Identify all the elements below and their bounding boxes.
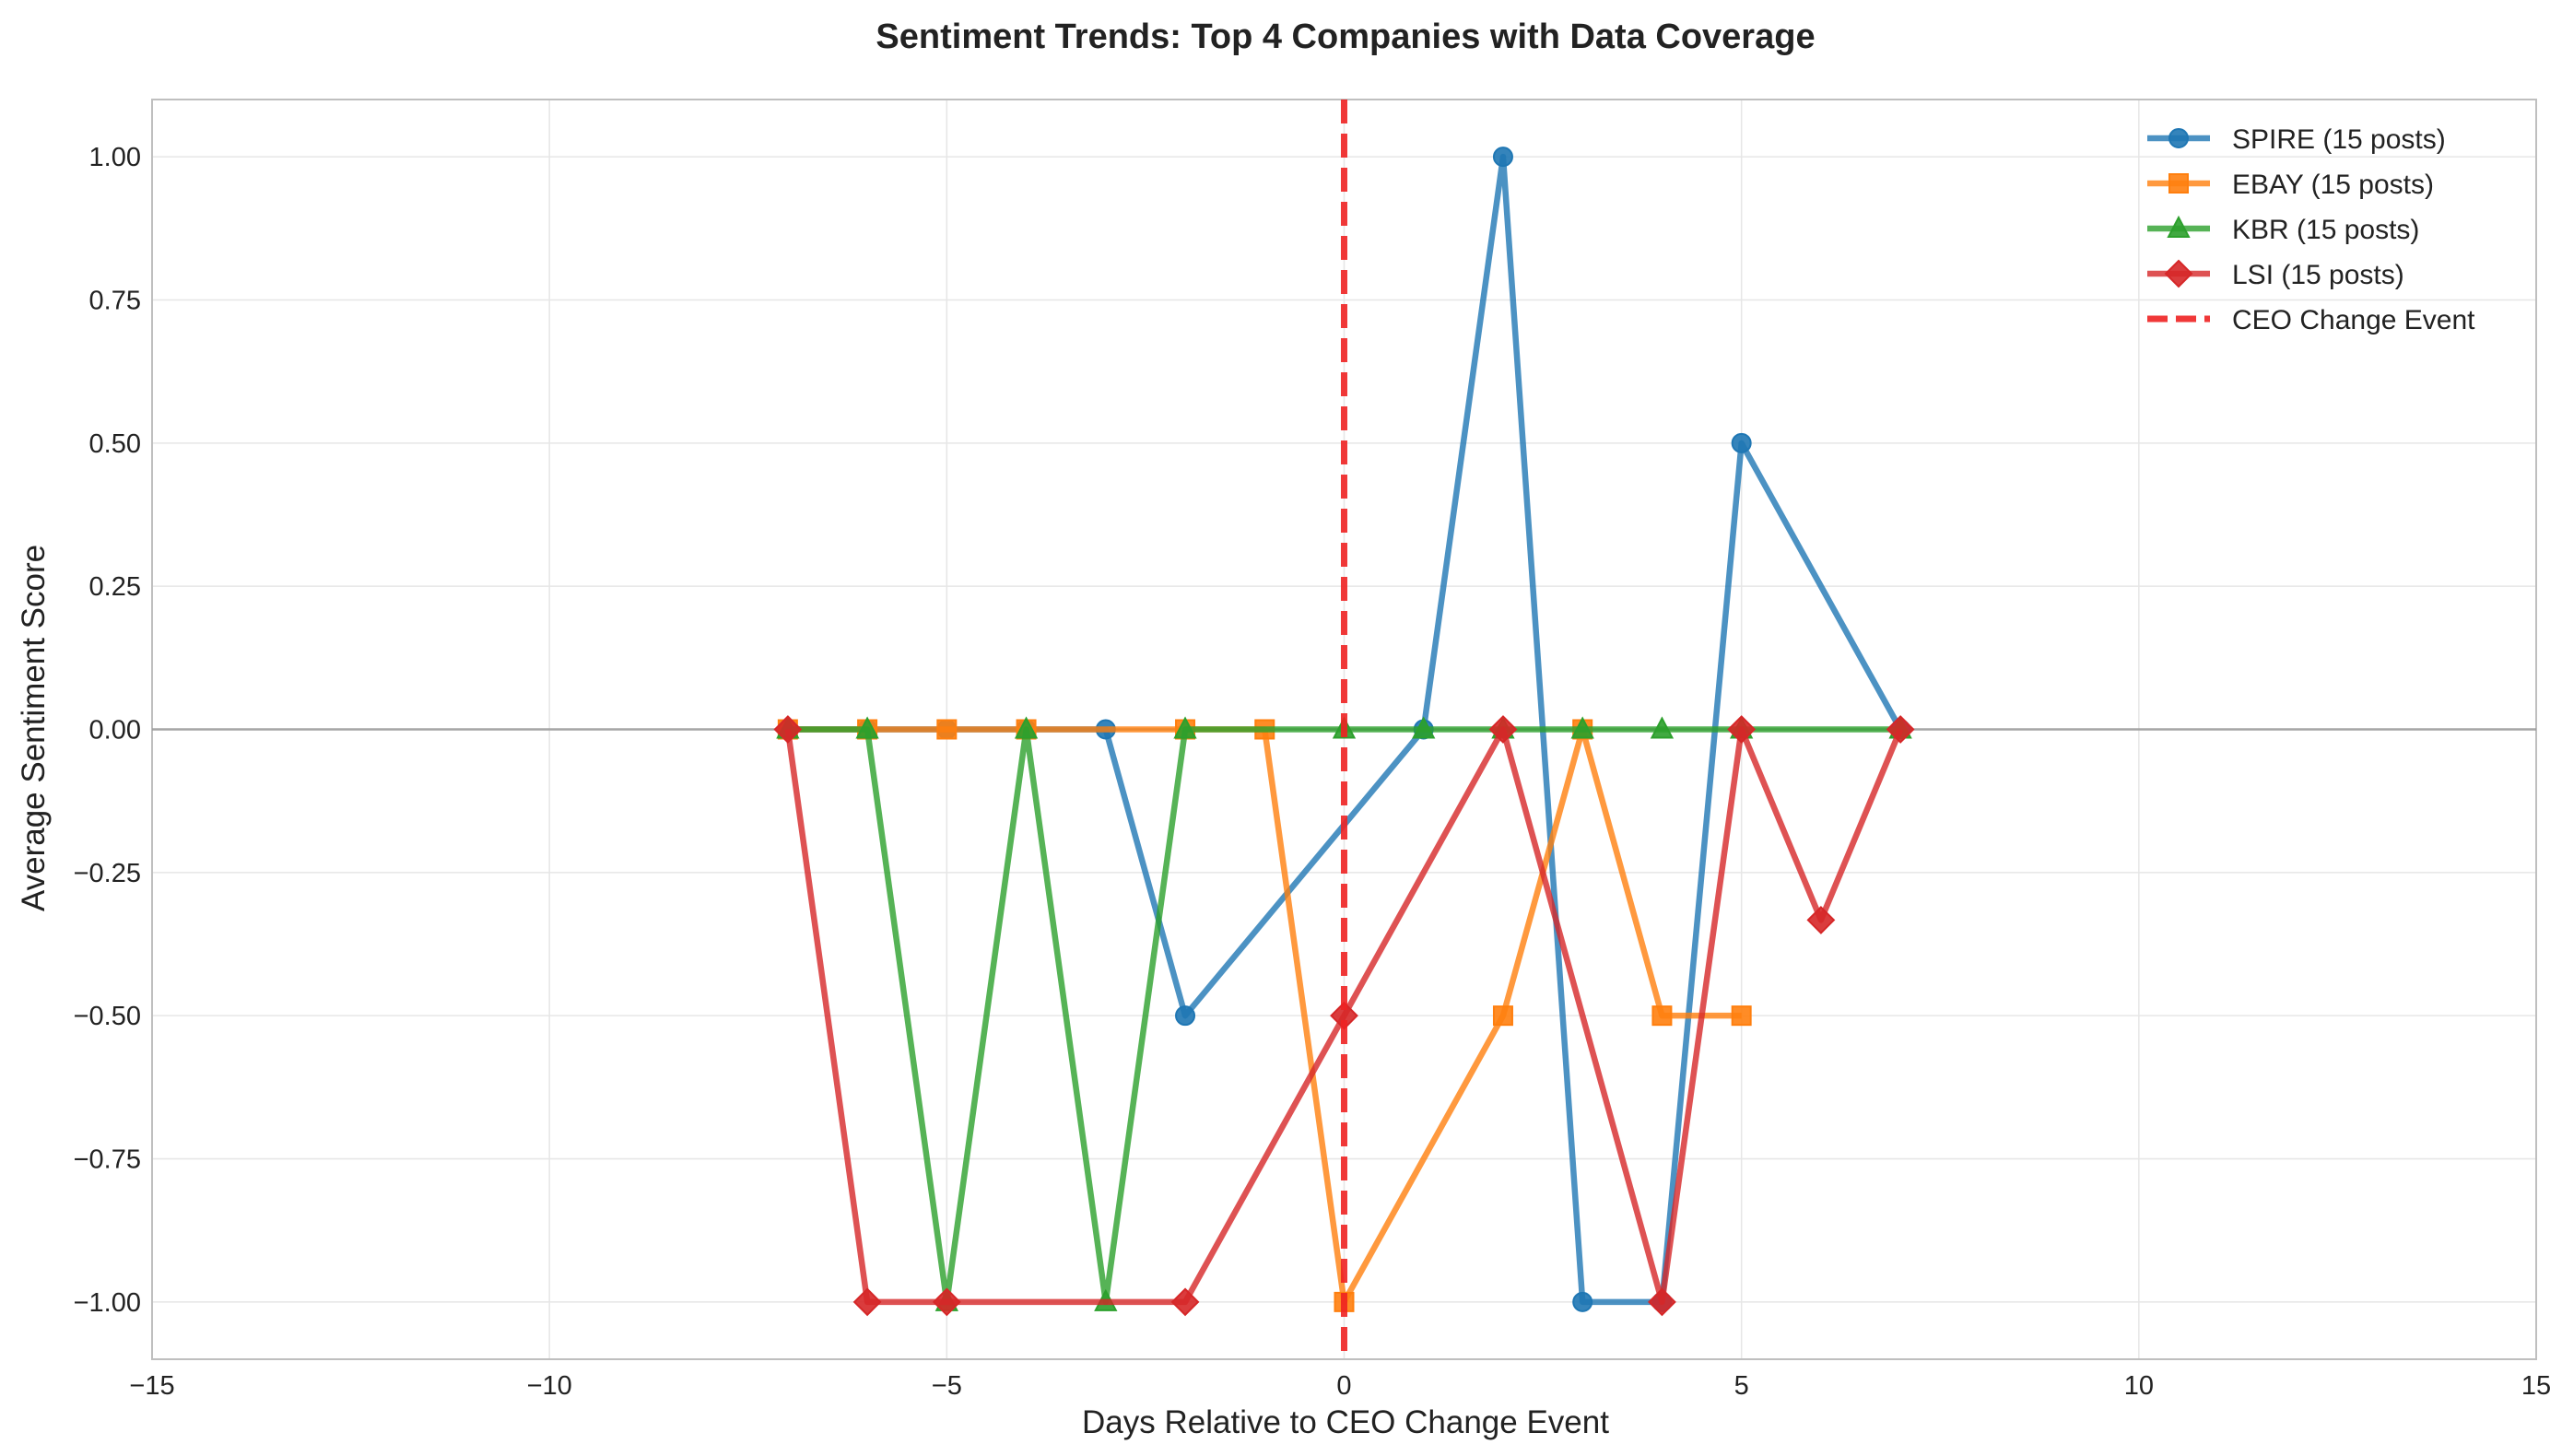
data-point	[1488, 715, 1518, 744]
data-point	[1170, 1287, 1200, 1317]
data-point	[932, 1287, 961, 1317]
y-tick-label: 1.00	[89, 143, 141, 172]
legend-marker	[2168, 128, 2189, 148]
x-tick-label: −15	[129, 1371, 174, 1401]
data-point	[1731, 432, 1752, 453]
legend-marker	[2168, 173, 2189, 194]
data-point	[1412, 716, 1436, 739]
y-tick-label: 0.25	[89, 572, 141, 602]
x-tick-label: 15	[2521, 1371, 2551, 1401]
y-tick-label: −0.50	[74, 1002, 141, 1031]
legend-label: KBR (15 posts)	[2232, 215, 2419, 245]
data-point	[1570, 716, 1594, 739]
data-point	[1648, 1287, 1676, 1317]
x-tick-label: −10	[527, 1371, 572, 1401]
data-point	[1173, 716, 1197, 739]
y-tick-label: 0.50	[89, 429, 141, 459]
legend-marker	[2167, 215, 2191, 238]
legend-item: CEO Change Event	[2147, 305, 2475, 335]
legend-item: EBAY (15 posts)	[2147, 170, 2434, 200]
y-tick-label: −1.00	[74, 1288, 141, 1318]
data-point	[855, 716, 879, 739]
data-point	[773, 715, 803, 744]
chart-title: Sentiment Trends: Top 4 Companies with D…	[876, 18, 1815, 56]
x-tick-label: 10	[2124, 1371, 2154, 1401]
legend-item: SPIRE (15 posts)	[2147, 124, 2446, 155]
data-point	[1650, 716, 1675, 739]
x-ticks: −15 −10 −5 0 5 10 15	[129, 1371, 2551, 1401]
y-tick-label: 0.75	[89, 286, 141, 315]
data-point	[1492, 147, 1513, 168]
y-axis-label: Average Sentiment Score	[16, 545, 52, 911]
series-line	[784, 726, 1904, 1306]
legend-marker	[2164, 259, 2193, 288]
legend-label: LSI (15 posts)	[2232, 260, 2404, 290]
y-tick-label: −0.75	[74, 1145, 141, 1175]
x-tick-label: 5	[1734, 1371, 1749, 1401]
data-point	[1014, 716, 1039, 739]
x-tick-label: 0	[1336, 1371, 1351, 1401]
data-point	[936, 719, 958, 740]
data-point	[1806, 905, 1836, 934]
data-point	[1492, 1005, 1513, 1027]
data-point	[1572, 1291, 1593, 1312]
legend-label: CEO Change Event	[2232, 305, 2475, 335]
data-point	[1651, 1005, 1673, 1027]
legend-item: LSI (15 posts)	[2147, 259, 2404, 290]
data-point	[852, 1287, 882, 1317]
data-point	[1731, 1005, 1752, 1027]
data-point	[1727, 715, 1757, 744]
legend: SPIRE (15 posts) EBAY (15 posts) KBR (15 p…	[2147, 124, 2475, 335]
data-point	[1175, 1005, 1196, 1027]
legend-label: SPIRE (15 posts)	[2232, 124, 2446, 155]
y-tick-label: 0.00	[89, 716, 141, 746]
legend-item: KBR (15 posts)	[2147, 215, 2419, 245]
x-tick-label: −5	[932, 1371, 962, 1401]
y-tick-label: −0.25	[74, 859, 141, 888]
series-4	[773, 715, 1915, 1317]
y-ticks: −1.00 −0.75 −0.50 −0.25 0.00 0.25 0.50 0.75 1.00	[74, 143, 141, 1318]
data-point	[1886, 715, 1915, 744]
x-axis-label: Days Relative to CEO Change Event	[1082, 1404, 1609, 1440]
legend-label: EBAY (15 posts)	[2232, 170, 2434, 200]
